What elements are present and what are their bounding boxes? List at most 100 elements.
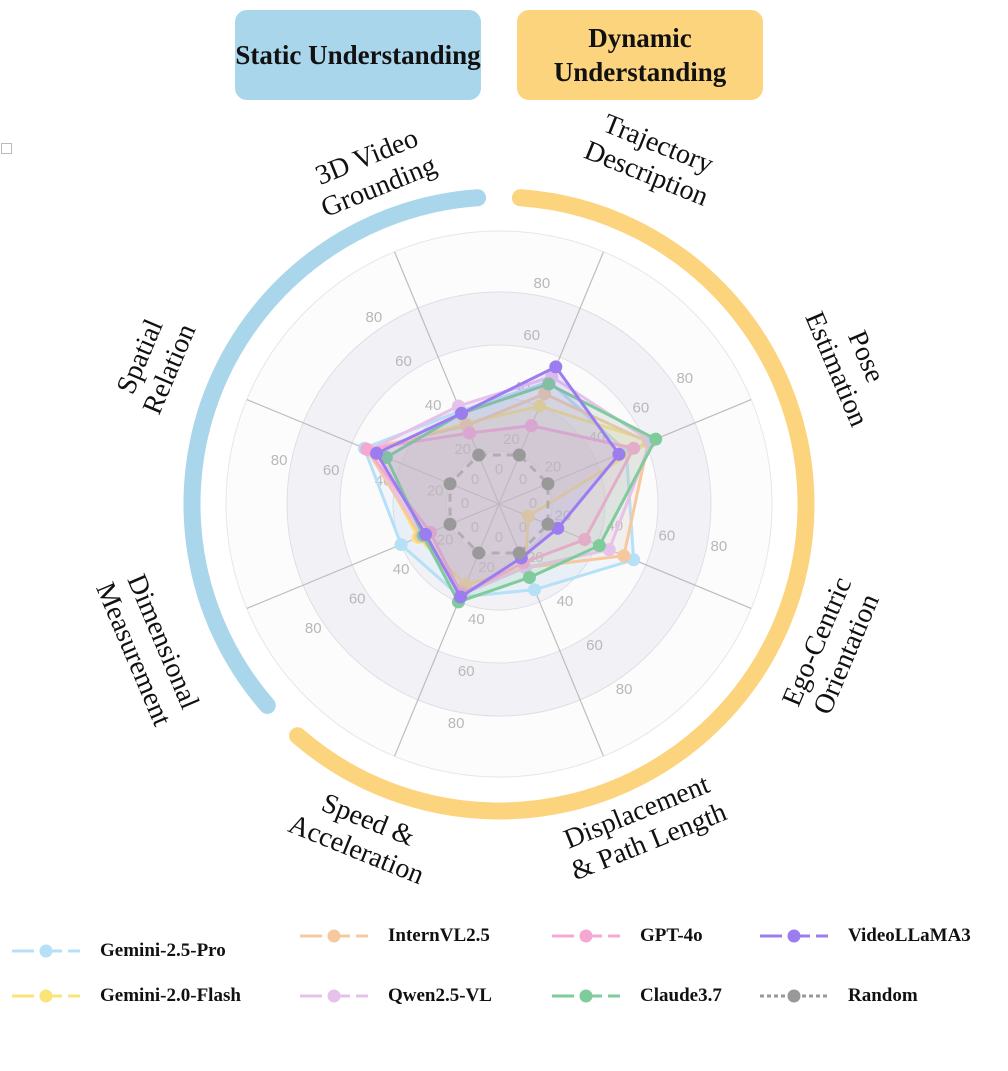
tick-label: 0 [461, 495, 469, 512]
category-label: SpatialRelation [107, 307, 202, 419]
tick-label: 60 [323, 462, 340, 479]
data-point [617, 549, 631, 563]
category-label: TrajectoryDescription [580, 105, 725, 212]
static-arc [183, 189, 487, 714]
data-point [394, 538, 408, 552]
tick-label: 20 [554, 507, 571, 524]
category-label: DimensionalMeasurement [89, 565, 207, 730]
category-label: PoseEstimation [798, 295, 903, 431]
tick-label: 80 [711, 538, 728, 555]
tick-label: 0 [519, 519, 527, 536]
data-point [602, 543, 616, 557]
tick-label: 0 [519, 471, 527, 488]
legend-label: VideoLLaMA3 [848, 925, 971, 946]
legend-label: Gemini-2.0-Flash [100, 985, 241, 1006]
tick-label: 80 [448, 715, 465, 732]
tick-label: 20 [478, 559, 495, 576]
data-point [360, 442, 374, 456]
data-point [472, 546, 486, 560]
tick-label: 0 [495, 461, 503, 478]
series-line [448, 453, 550, 555]
tick-label: 80 [305, 620, 322, 637]
tick-label: 80 [676, 370, 693, 387]
tick-label: 60 [523, 327, 540, 344]
tick-label: 80 [534, 275, 551, 292]
data-point [453, 590, 467, 604]
legend-label: Qwen2.5-VL [388, 985, 492, 1006]
data-point [578, 532, 592, 546]
legend-marker-icon [300, 929, 368, 943]
legend-item: Gemini-2.0-Flash [10, 985, 241, 1007]
axis-spoke [393, 251, 500, 505]
tick-label: 40 [557, 593, 574, 610]
data-point [627, 441, 641, 455]
series-layer [357, 360, 663, 609]
tick-label: 0 [495, 529, 503, 546]
data-point [443, 477, 457, 491]
data-point [542, 377, 556, 391]
data-point [472, 448, 486, 462]
legend-marker-icon [760, 929, 828, 943]
legend-label: GPT-4o [640, 925, 703, 946]
tick-label: 60 [632, 399, 649, 416]
data-point [538, 387, 552, 401]
data-point [549, 360, 563, 374]
legend-marker-icon [552, 989, 620, 1003]
tick-label: 60 [458, 663, 475, 680]
legend-marker-icon [12, 989, 80, 1003]
legend-label: Random [848, 985, 918, 1006]
data-point [512, 448, 526, 462]
tick-label: 20 [427, 483, 444, 500]
tick-label: 60 [586, 637, 603, 654]
tick-label: 80 [366, 309, 383, 326]
legend-item: Gemini-2.5-Pro [10, 940, 226, 962]
data-point [454, 406, 468, 420]
legend-label: InternVL2.5 [388, 925, 490, 946]
legend-label: Claude3.7 [640, 985, 722, 1006]
legend-item: InternVL2.5 [298, 925, 490, 947]
data-point [463, 426, 477, 440]
legend-marker-icon [300, 989, 368, 1003]
tick-label: 20 [437, 531, 454, 548]
tick-label: 0 [471, 471, 479, 488]
tick-label: 20 [503, 431, 520, 448]
legend-marker-icon [12, 944, 80, 958]
legend-item: GPT-4o [550, 925, 703, 947]
tick-label: 40 [468, 611, 485, 628]
legend-marker-icon [552, 929, 620, 943]
axis-spoke [393, 503, 500, 757]
axis-spoke [246, 503, 500, 610]
static-understanding-header: Static Understanding [235, 10, 481, 100]
data-point [524, 419, 538, 433]
legend-item: Random [758, 985, 918, 1007]
data-point [533, 399, 547, 413]
legend-label: Gemini-2.5-Pro [100, 940, 226, 961]
data-point [522, 570, 536, 584]
data-point [370, 446, 384, 460]
data-point [649, 432, 663, 446]
data-point [551, 521, 565, 535]
legend-item: VideoLLaMA3 [758, 925, 971, 947]
tick-label: 60 [395, 353, 412, 370]
data-point [443, 517, 457, 531]
axis-spoke [498, 503, 605, 757]
tick-label: 60 [349, 590, 366, 607]
tick-label: 80 [271, 452, 288, 469]
legend-item: Claude3.7 [550, 985, 722, 1007]
dynamic-arc [289, 189, 815, 820]
legend-marker-icon [760, 989, 828, 1003]
dynamic-understanding-header: Dynamic Understanding [517, 10, 763, 100]
data-point [419, 527, 433, 541]
data-point [541, 517, 555, 531]
data-point [379, 450, 393, 464]
data-point [512, 546, 526, 560]
legend-item: Qwen2.5-VL [298, 985, 492, 1007]
tick-label: 0 [471, 519, 479, 536]
data-point [612, 447, 626, 461]
data-point [592, 539, 606, 553]
tick-label: 80 [616, 681, 633, 698]
tick-label: 60 [658, 528, 675, 545]
data-point [541, 477, 555, 491]
